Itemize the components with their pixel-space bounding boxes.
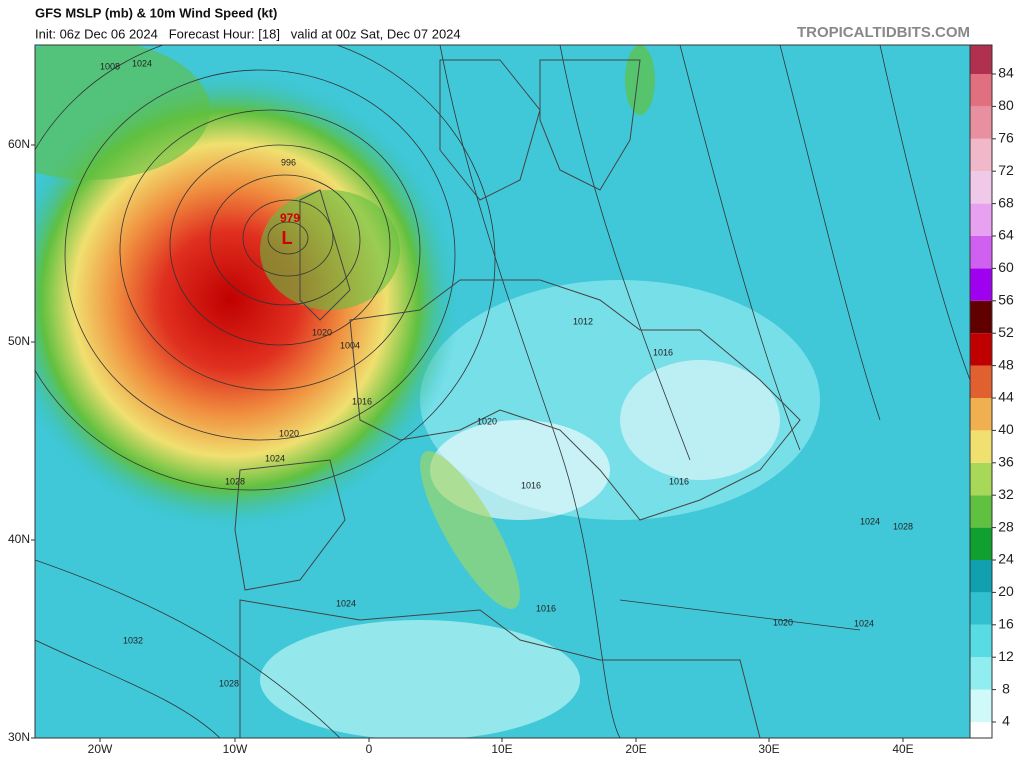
colorbar-label: 16: [998, 616, 1014, 632]
colorbar-label: 48: [998, 356, 1014, 372]
isobar-label: 1016: [653, 347, 673, 357]
lat-label: 50N: [8, 334, 30, 348]
colorbar-segment: [970, 592, 992, 625]
colorbar-segment: [970, 657, 992, 690]
isobar-label: 996: [281, 157, 296, 167]
isobar-label: 1020: [279, 428, 299, 438]
colorbar-segment: [970, 560, 992, 593]
colorbar-segment: [970, 203, 992, 236]
isobar-label: 1028: [225, 476, 245, 486]
colorbar-segment: [970, 365, 992, 398]
colorbar-segment: [970, 236, 992, 269]
isobar-label: 1012: [573, 316, 593, 326]
title: GFS MSLP (mb) & 10m Wind Speed (kt): [35, 5, 277, 20]
isobar-label: 1004: [340, 340, 360, 350]
colorbar-label: 56: [998, 292, 1014, 308]
colorbar-label: 84: [998, 65, 1014, 81]
colorbar-label: 32: [998, 486, 1014, 502]
isobar-label: 1016: [536, 603, 556, 613]
colorbar-label: 28: [998, 518, 1014, 534]
lon-label: 30E: [758, 742, 779, 756]
map-field: 979 L 1008 1024 996 1020 1004 1016 1020 …: [35, 45, 970, 738]
low-pressure: 979: [280, 211, 300, 225]
colorbar-segment: [970, 398, 992, 431]
lon-label: 20W: [88, 742, 113, 756]
colorbar-label: 68: [998, 194, 1014, 210]
colorbar-label: 4: [1002, 713, 1010, 729]
isobar-label: 1020: [773, 617, 793, 627]
lon-label: 10E: [491, 742, 512, 756]
colorbar-label: 76: [998, 130, 1014, 146]
lon-label: 10W: [223, 742, 248, 756]
low-label: L: [282, 228, 293, 248]
colorbar-segment: [970, 74, 992, 107]
colorbar-label: 36: [998, 454, 1014, 470]
colorbar-label: 44: [998, 389, 1014, 405]
colorbar-segment: [970, 268, 992, 301]
colorbar-segment: [970, 462, 992, 496]
isobar-label: 1028: [219, 678, 239, 688]
colorbar-label: 80: [998, 97, 1014, 113]
colorbar-segment: [970, 430, 992, 463]
colorbar-segment: [970, 106, 992, 139]
colorbar-segment: [970, 45, 992, 74]
brand: TROPICALTIDBITS.COM: [797, 24, 970, 41]
colorbar-label: 64: [998, 227, 1014, 243]
subtitle: Init: 06z Dec 06 2024 Forecast Hour: [18…: [35, 26, 461, 41]
isobar-label: 1016: [669, 476, 689, 486]
isobar-label: 1024: [132, 58, 152, 68]
colorbar-label: 60: [998, 259, 1014, 275]
isobar-label: 1024: [860, 516, 880, 526]
colorbar-label: 24: [998, 551, 1014, 567]
isobar-label: 1008: [100, 61, 120, 71]
colorbar-segment: [970, 495, 992, 528]
isobar-label: 1016: [521, 480, 541, 490]
lon-label: 20E: [625, 742, 646, 756]
colorbar-label: 52: [998, 324, 1014, 340]
lon-label: 0: [366, 742, 373, 756]
lat-label: 40N: [8, 532, 30, 546]
colorbar-label: 12: [998, 648, 1014, 664]
colorbar-frame: [969, 44, 993, 739]
isobar-label: 1024: [265, 453, 285, 463]
colorbar-segment: [970, 689, 992, 722]
colorbar-label: 20: [998, 583, 1014, 599]
colorbar-segment: [970, 138, 992, 172]
colorbar-segment: [970, 527, 992, 560]
isobar-label: 1024: [854, 618, 874, 628]
isobar-label: 1024: [336, 598, 356, 608]
colorbar-label: 40: [998, 421, 1014, 437]
colorbar-segment: [970, 300, 992, 334]
isobar-label: 1028: [893, 521, 913, 531]
isobar-label: 1020: [312, 327, 332, 337]
lat-label: 60N: [8, 137, 30, 151]
isobar-label: 1020: [477, 416, 497, 426]
colorbar-segment: [970, 333, 992, 366]
colorbar-segment: [970, 722, 992, 738]
isobar-label: 1032: [123, 635, 143, 645]
colorbar-label: 8: [1002, 680, 1010, 696]
colorbar-label: 72: [998, 162, 1014, 178]
colorbar-segment: [970, 171, 992, 204]
isobar-label: 1016: [352, 396, 372, 406]
lon-label: 40E: [892, 742, 913, 756]
lat-label: 30N: [8, 730, 30, 744]
colorbar-segment: [970, 624, 992, 658]
